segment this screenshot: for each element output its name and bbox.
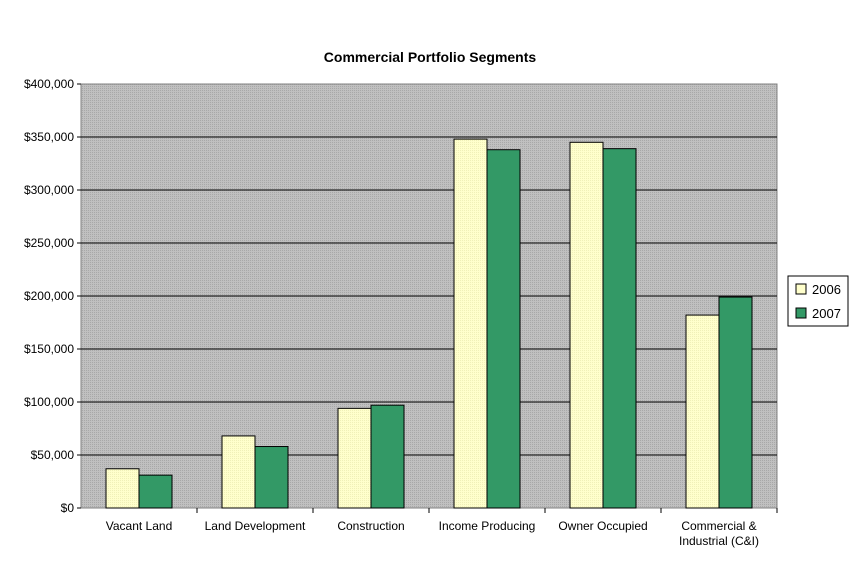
x-tick-label: Commercial & Industrial (C&I)	[679, 519, 759, 548]
bar-2007-5	[718, 296, 753, 509]
bar-2007-4	[602, 148, 637, 509]
bar-2007-2	[370, 404, 405, 509]
x-tick-label: Vacant Land	[106, 519, 173, 533]
bar-2006-3	[453, 138, 488, 509]
y-tick-label: $350,000	[24, 130, 74, 144]
x-tick-label: Owner Occupied	[558, 519, 647, 533]
chart-title: Commercial Portfolio Segments	[324, 49, 537, 65]
gridlines	[81, 136, 777, 456]
bar-2007-1	[254, 446, 289, 509]
bars	[105, 138, 753, 509]
bar-2006-4	[569, 141, 604, 509]
y-tick-label: $50,000	[31, 448, 75, 462]
bar-2006-0	[105, 468, 140, 509]
bar-2006-2	[337, 407, 372, 509]
x-tick-label: Construction	[337, 519, 404, 533]
bar-2007-0	[138, 474, 173, 509]
bar-2007-3	[486, 149, 521, 509]
y-tick-label: $200,000	[24, 289, 74, 303]
bar-2006-1	[221, 435, 256, 509]
x-tick-label: Income Producing	[439, 519, 536, 533]
legend-label-2007: 2007	[812, 306, 841, 321]
y-tick-label: $0	[61, 501, 75, 515]
bar-2006-5	[685, 314, 720, 509]
y-tick-label: $150,000	[24, 342, 74, 356]
legend-label-2006: 2006	[812, 282, 841, 297]
legend-swatch-2007	[795, 307, 807, 319]
y-tick-label: $100,000	[24, 395, 74, 409]
y-axis-ticks: $0 $50,000 $100,000 $150,000 $200,000 $250,00…	[24, 77, 81, 515]
x-tick-label: Land Development	[205, 519, 306, 533]
legend-swatch-2006	[795, 283, 807, 295]
x-axis-ticks: Vacant Land Land Development Construction I…	[106, 508, 778, 548]
y-tick-label: $250,000	[24, 236, 74, 250]
legend: 2006 2007	[787, 275, 849, 327]
y-tick-label: $300,000	[24, 183, 74, 197]
y-tick-label: $400,000	[24, 77, 74, 91]
